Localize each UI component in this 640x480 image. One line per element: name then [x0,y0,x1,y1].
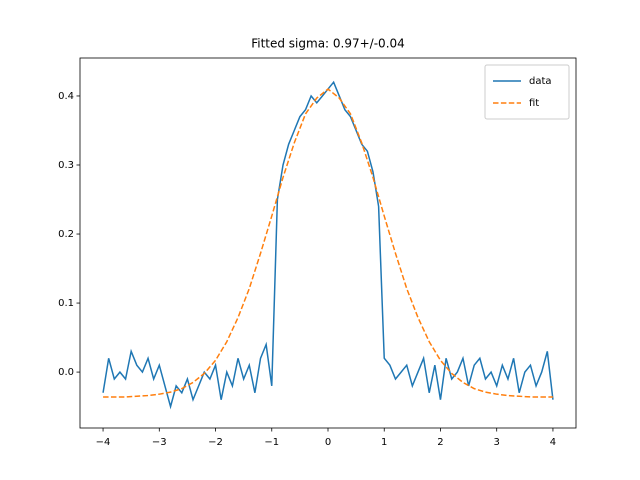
x-tick-label: 3 [494,437,500,448]
legend-label: data [529,76,552,87]
x-tick-label: −1 [264,437,279,448]
x-tick-label: 1 [381,437,387,448]
y-tick-label: 0.0 [58,367,74,378]
x-tick-label: −4 [96,437,111,448]
x-tick-label: −2 [208,437,223,448]
chart-title: Fitted sigma: 0.97+/-0.04 [251,37,405,51]
legend-label: fit [529,98,539,109]
x-tick-label: 2 [437,437,443,448]
plot-frame [79,57,577,429]
y-tick-label: 0.3 [58,160,74,171]
y-tick-label: 0.2 [58,229,74,240]
series-line [103,88,553,398]
y-tick-label: 0.4 [58,91,74,102]
y-tick-label: 0.1 [58,298,74,309]
legend-box [484,64,570,120]
x-tick-label: −3 [152,437,167,448]
x-tick-label: 0 [325,437,331,448]
x-tick-label: 4 [550,437,556,448]
